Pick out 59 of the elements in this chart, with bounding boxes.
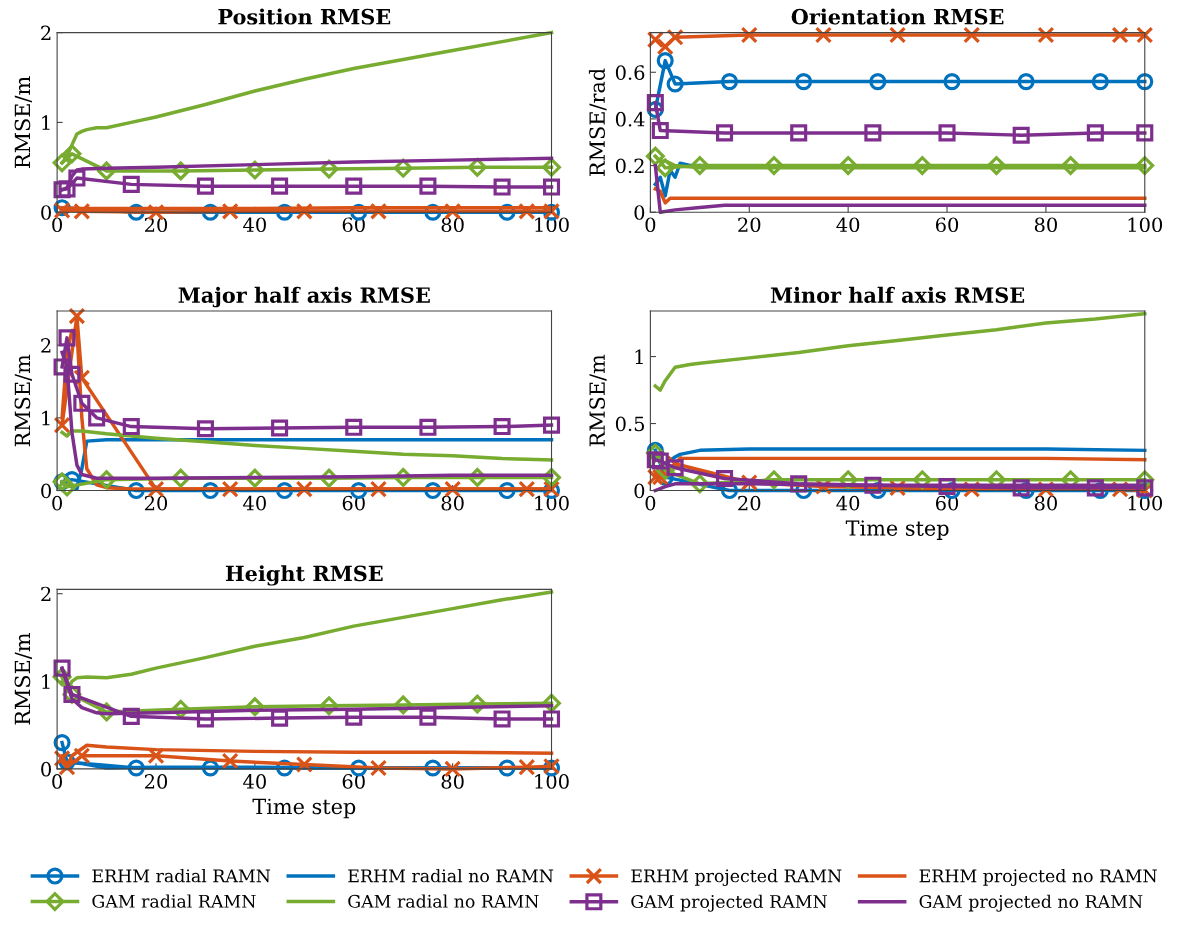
x-tick-label: 40 — [243, 217, 266, 233]
x-tick-label: 20 — [144, 774, 168, 789]
x-tick-label: 40 — [243, 495, 266, 511]
y-tick-label: 2 — [41, 586, 51, 602]
y-tick-label: 0 — [41, 483, 51, 499]
x-axis-title: Time step — [845, 520, 949, 540]
x-tick-label: 60 — [935, 217, 959, 233]
legend-label: GAM radial no RAMN — [348, 894, 539, 908]
x-tick-label: 0 — [645, 495, 656, 511]
y-tick-label: 1 — [42, 410, 50, 426]
legend-label: GAM radial RAMN — [92, 894, 256, 908]
x-tick-label: 100 — [535, 774, 569, 789]
y-tick-label: 0.4 — [615, 111, 645, 127]
x-tick-label: 20 — [738, 217, 761, 233]
y-axis-title: RMSE/m — [14, 633, 32, 725]
y-tick-label: 2 — [41, 338, 51, 353]
y-tick-label: 2 — [41, 25, 51, 41]
x-tick-label: 40 — [836, 217, 860, 233]
x-tick-label: 40 — [836, 495, 860, 511]
x-tick-label: 40 — [243, 774, 266, 789]
x-tick-label: 20 — [738, 495, 761, 511]
x-tick-label: 20 — [144, 495, 168, 511]
legend-label: ERHM radial RAMN — [92, 868, 271, 883]
y-axis-title: RMSE/m — [589, 354, 607, 447]
x-tick-label: 100 — [1128, 217, 1163, 233]
y-tick-label: 0 — [41, 761, 51, 777]
x-tick-label: 0 — [52, 495, 63, 511]
y-tick-label: 0.5 — [615, 416, 645, 432]
legend-label: GAM projected RAMN — [631, 894, 827, 912]
x-tick-label: 20 — [144, 217, 168, 233]
y-tick-label: 0 — [634, 205, 645, 220]
x-tick-label: 80 — [441, 774, 464, 789]
y-tick-label: 0 — [41, 205, 51, 220]
x-axis-title: Time step — [252, 798, 356, 819]
y-tick-label: 1 — [42, 674, 50, 689]
x-tick-label: 80 — [441, 217, 464, 233]
chart-title: Orientation RMSE — [791, 8, 1004, 25]
x-tick-label: 80 — [441, 495, 464, 511]
legend-label: ERHM radial no RAMN — [348, 868, 554, 883]
y-axis-title: RMSE/rad — [588, 68, 607, 176]
y-tick-label: 0.2 — [615, 158, 644, 174]
y-axis-title: RMSE/m — [14, 354, 32, 447]
chart-title: Major half axis RMSE — [178, 286, 430, 308]
x-tick-label: 80 — [1034, 495, 1057, 511]
y-tick-label: 1 — [635, 349, 643, 364]
legend-label: ERHM projected no RAMN — [919, 868, 1157, 886]
y-tick-label: 1 — [42, 115, 50, 130]
legend-label: GAM projected no RAMN — [919, 894, 1143, 912]
chart-title: Height RMSE — [225, 565, 383, 586]
y-axis-title: RMSE/m — [14, 76, 32, 168]
x-tick-label: 0 — [645, 217, 656, 233]
chart-title: Position RMSE — [218, 8, 391, 25]
y-tick-label: 0.6 — [615, 65, 645, 80]
x-tick-label: 0 — [52, 774, 63, 789]
x-tick-label: 0 — [52, 217, 63, 233]
legend-label: ERHM projected RAMN — [631, 868, 842, 886]
x-tick-label: 80 — [1034, 217, 1057, 233]
y-tick-label: 0 — [634, 483, 645, 499]
chart-title: Minor half axis RMSE — [770, 286, 1025, 303]
